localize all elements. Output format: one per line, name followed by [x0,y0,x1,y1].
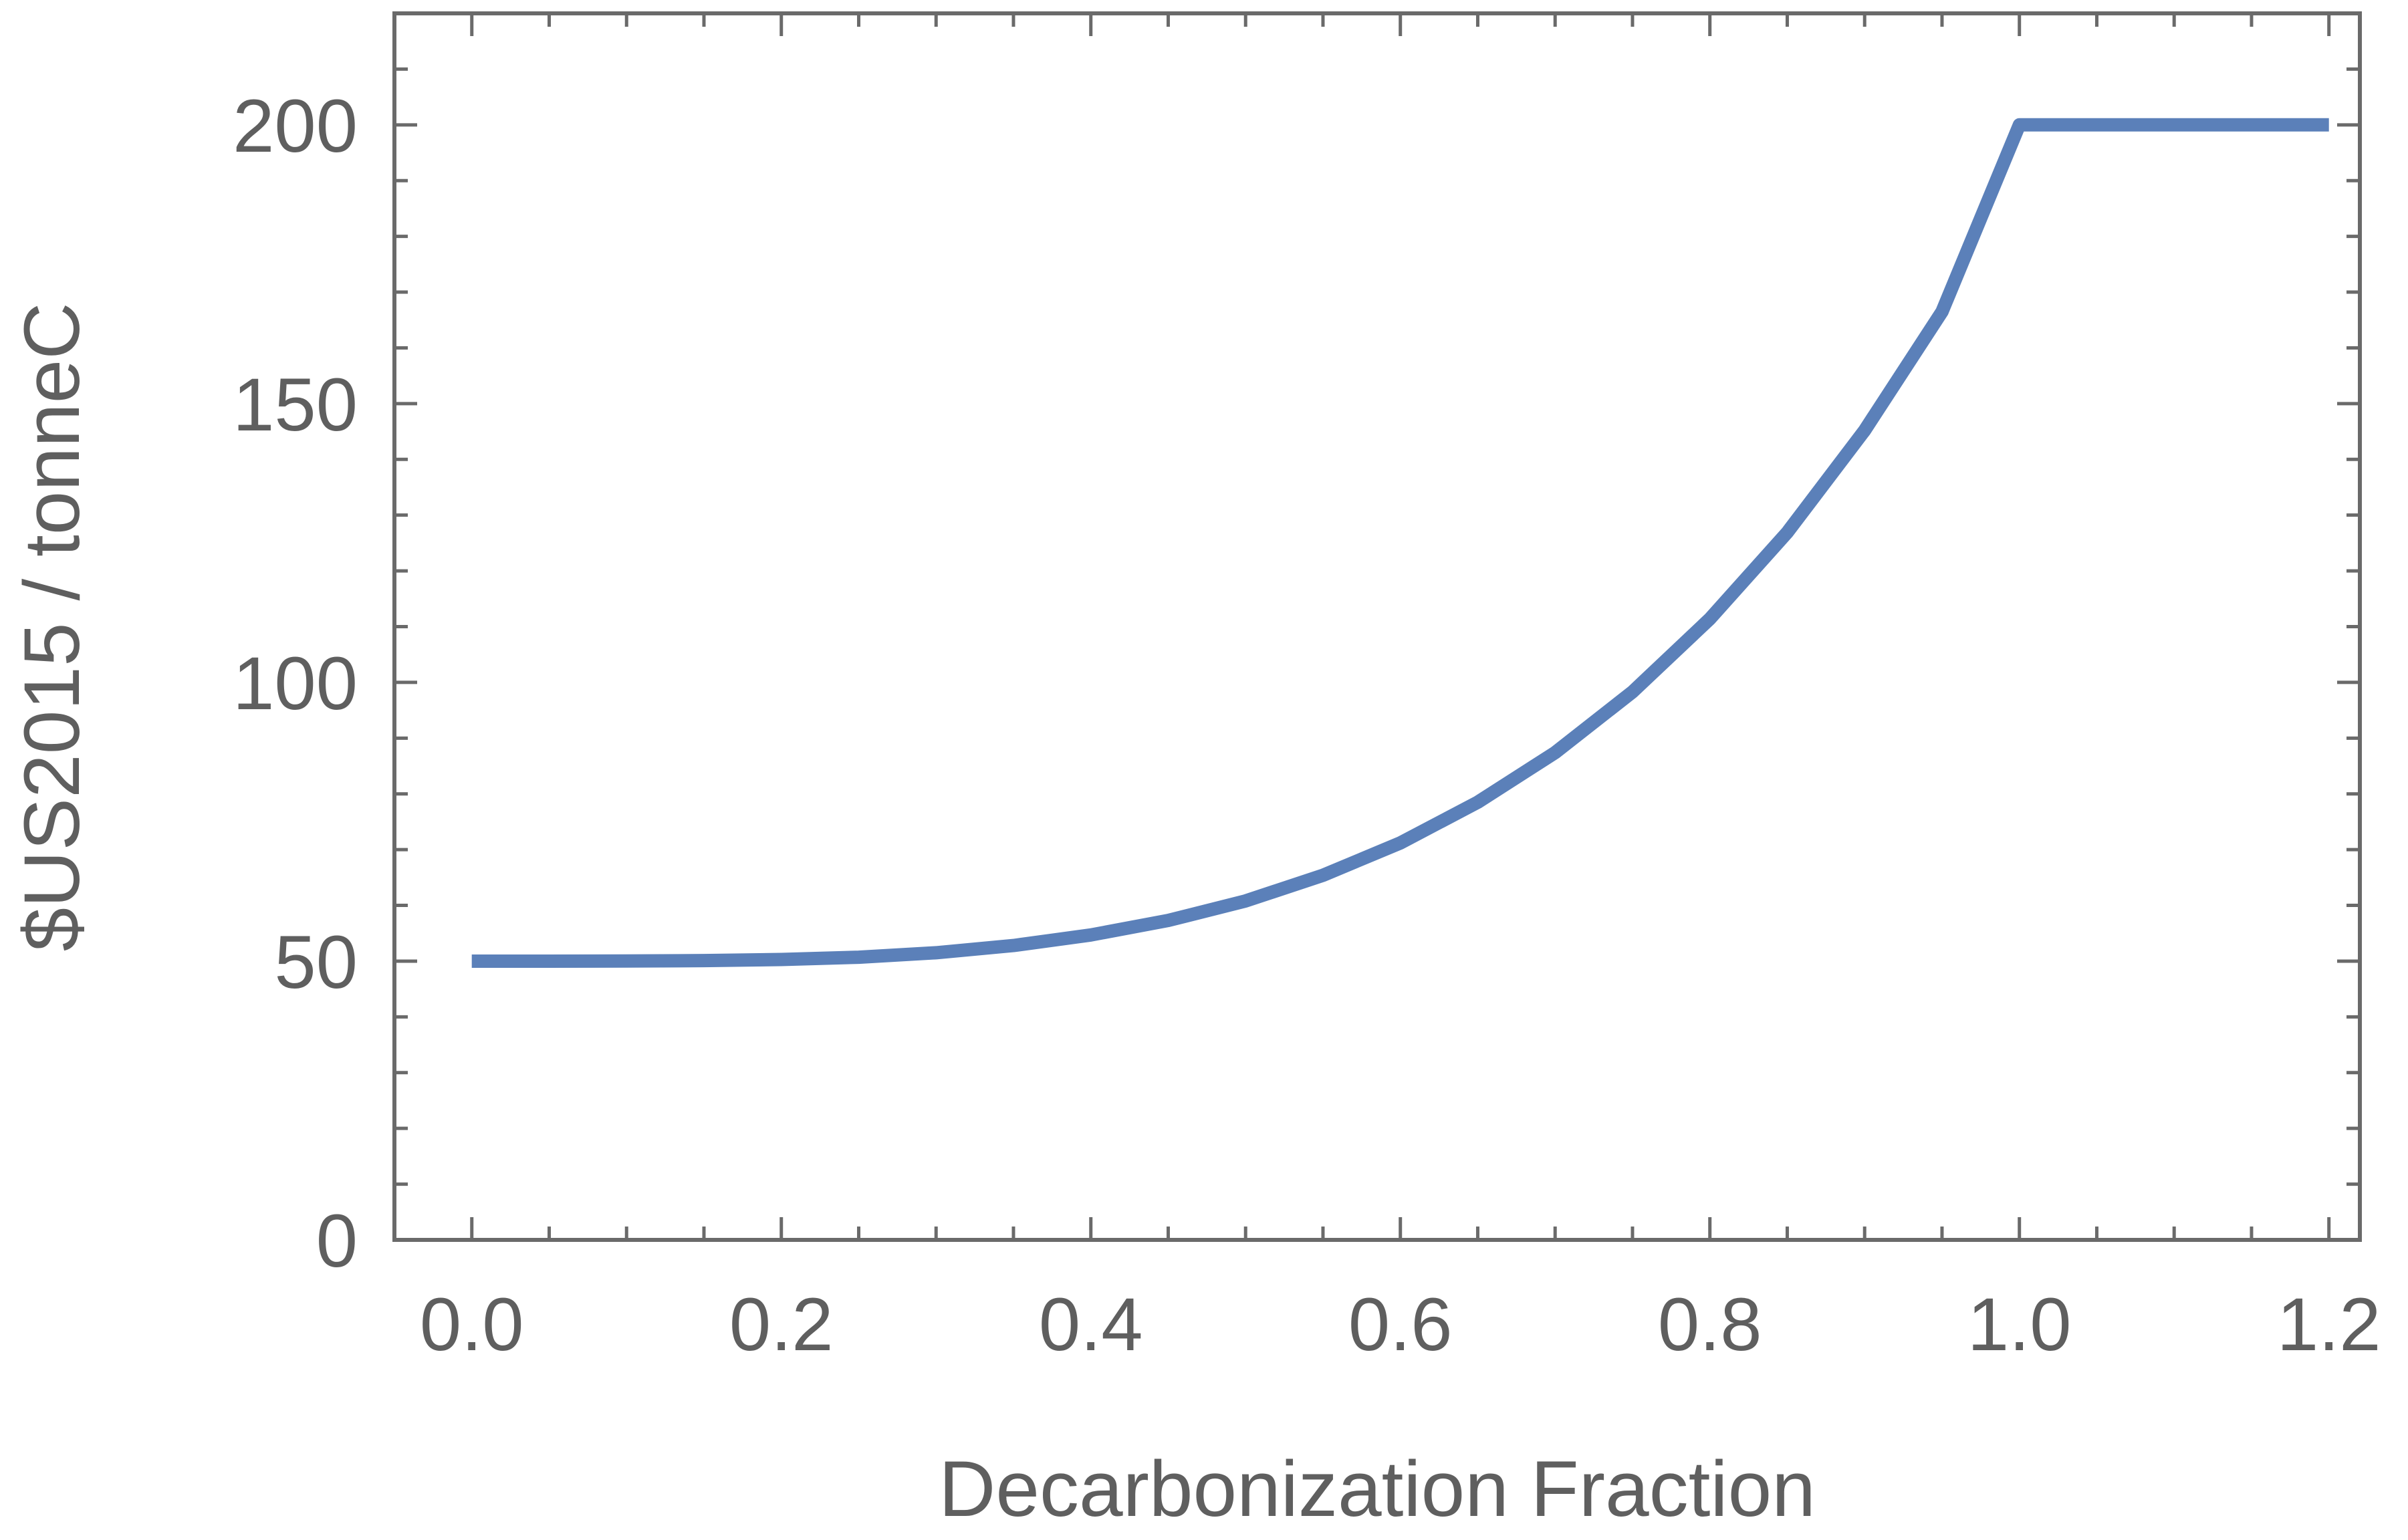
x-tick-label: 0.6 [1348,1283,1453,1366]
x-tick-label: 0.0 [420,1283,524,1366]
y-axis-title: $US2015 / tonneC [8,303,96,952]
y-tick-label: 50 [274,920,358,1004]
x-tick-labels: 0.0 0.2 0.4 0.6 0.8 1.0 1.2 [420,1283,2381,1366]
x-tick-label: 0.4 [1039,1283,1143,1366]
series-layer [471,118,2329,968]
x-tick-label: 1.0 [1967,1283,2072,1366]
x-axis-title: Decarbonization Fraction [939,1445,1816,1533]
y-tick-label: 200 [233,84,358,168]
y-tick-label: 0 [316,1199,358,1283]
x-tick-label: 0.2 [729,1283,834,1366]
x-tick-label: 0.8 [1658,1283,1762,1366]
ticks [394,13,2360,1240]
y-tick-label: 100 [233,642,358,725]
y-tick-labels: 0 50 100 150 200 [233,84,358,1283]
x-tick-label: 1.2 [2277,1283,2381,1366]
y-tick-label: 150 [233,363,358,446]
plot-frame [392,11,2362,1242]
series-line [471,118,2329,968]
